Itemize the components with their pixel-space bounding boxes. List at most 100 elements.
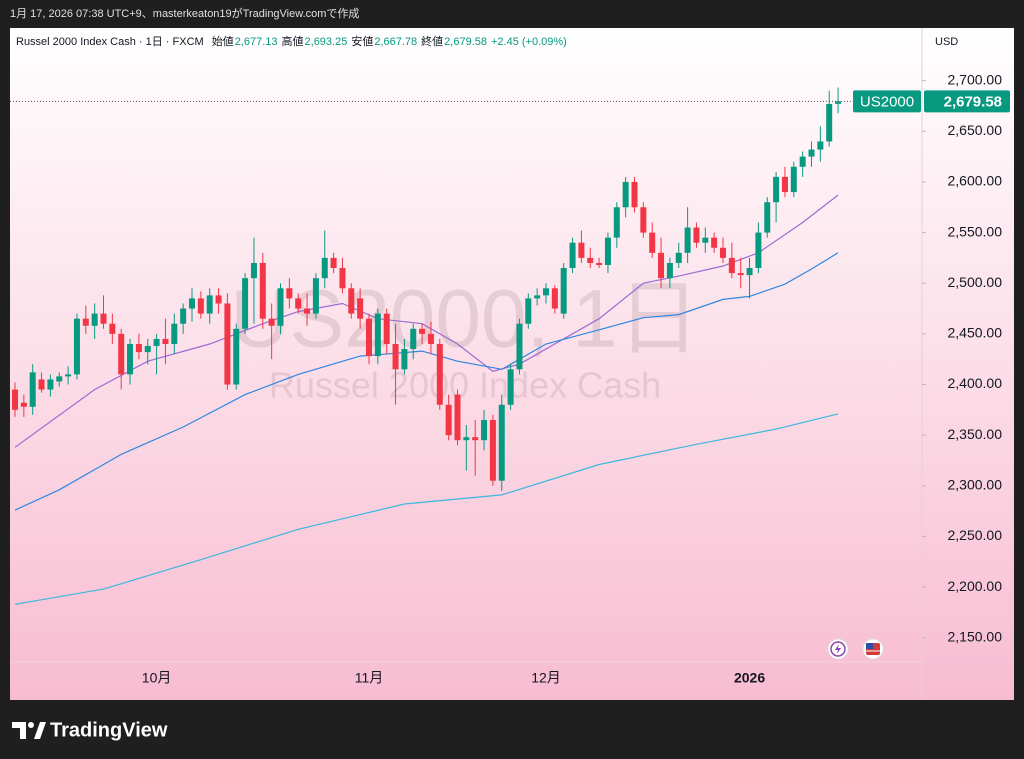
watermark-symbol: US2000, 1日 (230, 274, 700, 365)
candle-body (233, 328, 240, 385)
event-icon (835, 644, 841, 654)
candle-body (127, 343, 134, 375)
candle-body (38, 379, 45, 390)
flag-icon (866, 643, 873, 649)
candle-body (604, 237, 611, 265)
candle-body (100, 313, 107, 324)
candle-body (197, 298, 204, 314)
candle-body (622, 181, 629, 208)
y-tick-label: 2,150.00 (948, 628, 1003, 644)
candle-body (658, 252, 665, 279)
legend-label: 終値 (421, 34, 443, 48)
legend-value: 2,677.13 (235, 36, 278, 48)
candle-body (808, 149, 815, 157)
candle-body (312, 278, 319, 314)
candle-body (666, 262, 673, 279)
candle-body (171, 323, 178, 344)
candle-body (489, 419, 496, 481)
candle-body (436, 343, 443, 405)
candle-body (463, 437, 470, 441)
plot: 2,150.00 2,200.00 2,250.00 2,300.00 2,350.00… (10, 71, 1010, 686)
candle-body (20, 402, 27, 407)
candle-body (684, 227, 691, 253)
price-tag (924, 90, 1010, 113)
candle-body (189, 298, 195, 309)
candle-body (746, 268, 753, 276)
brand-logo: TradingView (12, 719, 168, 741)
candle-body (65, 374, 72, 377)
y-tick-label: 2,300.00 (948, 476, 1003, 492)
candle-body (109, 323, 116, 334)
candle-body (357, 298, 364, 319)
candle-body (73, 318, 80, 375)
candle-body (737, 273, 744, 276)
candle-body (162, 338, 169, 344)
watermark: US2000, 1日 Russel 2000 Index Cash (230, 274, 700, 406)
legend-label: 始値 (212, 34, 234, 48)
caption: 1月 17, 2026 07:38 UTC+9、masterkeaton19がT… (10, 6, 359, 20)
y-tick-label: 2,250.00 (948, 527, 1003, 543)
legend: Russel 2000 Index Cash · 1日 · FXCM 始値 2,67… (16, 34, 567, 48)
candle-body (82, 318, 89, 326)
candle-body (728, 257, 735, 274)
candle-body (720, 247, 726, 258)
candle-body (401, 349, 408, 370)
candle-body (224, 303, 231, 385)
y-tick-label: 2,600.00 (948, 173, 1003, 189)
candle-body (454, 394, 461, 441)
candle-body (790, 166, 797, 193)
candle-body (330, 257, 337, 269)
price-tag-label: 2,679.58 (944, 93, 1002, 110)
symbol-tag (853, 90, 921, 113)
y-tick-label: 2,450.00 (948, 325, 1003, 341)
candle-body (587, 257, 594, 263)
candle-body (180, 308, 187, 324)
candle-body (534, 295, 541, 299)
logo-mark (28, 722, 34, 728)
candle-body (755, 232, 762, 269)
candle-body (445, 404, 452, 436)
logo-mark (12, 722, 26, 739)
brand: TradingView (50, 719, 168, 741)
moving-average-line (14, 194, 839, 448)
candle-body (543, 288, 549, 296)
candle-body (259, 262, 266, 319)
candle-body (268, 318, 275, 326)
logo-mark (34, 722, 46, 739)
candle-body (613, 207, 620, 238)
candle-body (47, 379, 54, 390)
candle-body (551, 288, 558, 309)
legend-label: 安値 (351, 34, 373, 48)
candle-body (410, 328, 417, 350)
legend-title: Russel 2000 Index Cash · 1日 · FXCM (16, 36, 204, 48)
candle-body (366, 318, 372, 357)
candle-body (693, 227, 700, 243)
y-tick-label: 2,400.00 (948, 375, 1003, 391)
candle-body (295, 298, 302, 309)
candle-body (153, 338, 160, 347)
candle-body (631, 181, 638, 208)
candle-body (135, 343, 142, 353)
candle-body (764, 202, 771, 233)
y-tick-label: 2,350.00 (948, 426, 1003, 442)
legend-change: +2.45 (+0.09%) (491, 36, 567, 48)
event-icons (827, 638, 884, 660)
candle-body (525, 298, 532, 324)
candle-body (560, 268, 567, 314)
candle-body (817, 141, 824, 150)
candle-body (374, 313, 381, 357)
legend-label: 高値 (282, 34, 304, 48)
candle-body (826, 103, 833, 142)
candle-body (242, 278, 249, 329)
candle-body (321, 257, 328, 279)
candle-body (118, 333, 125, 375)
y-tick-label: 2,500.00 (948, 274, 1003, 290)
candle-body (498, 404, 505, 481)
event-icon (830, 641, 846, 657)
candle-body (516, 323, 523, 370)
candle-body (304, 308, 311, 314)
candle-body (640, 207, 647, 233)
candle-body (799, 156, 806, 167)
legend-value: 2,679.58 (444, 36, 487, 48)
